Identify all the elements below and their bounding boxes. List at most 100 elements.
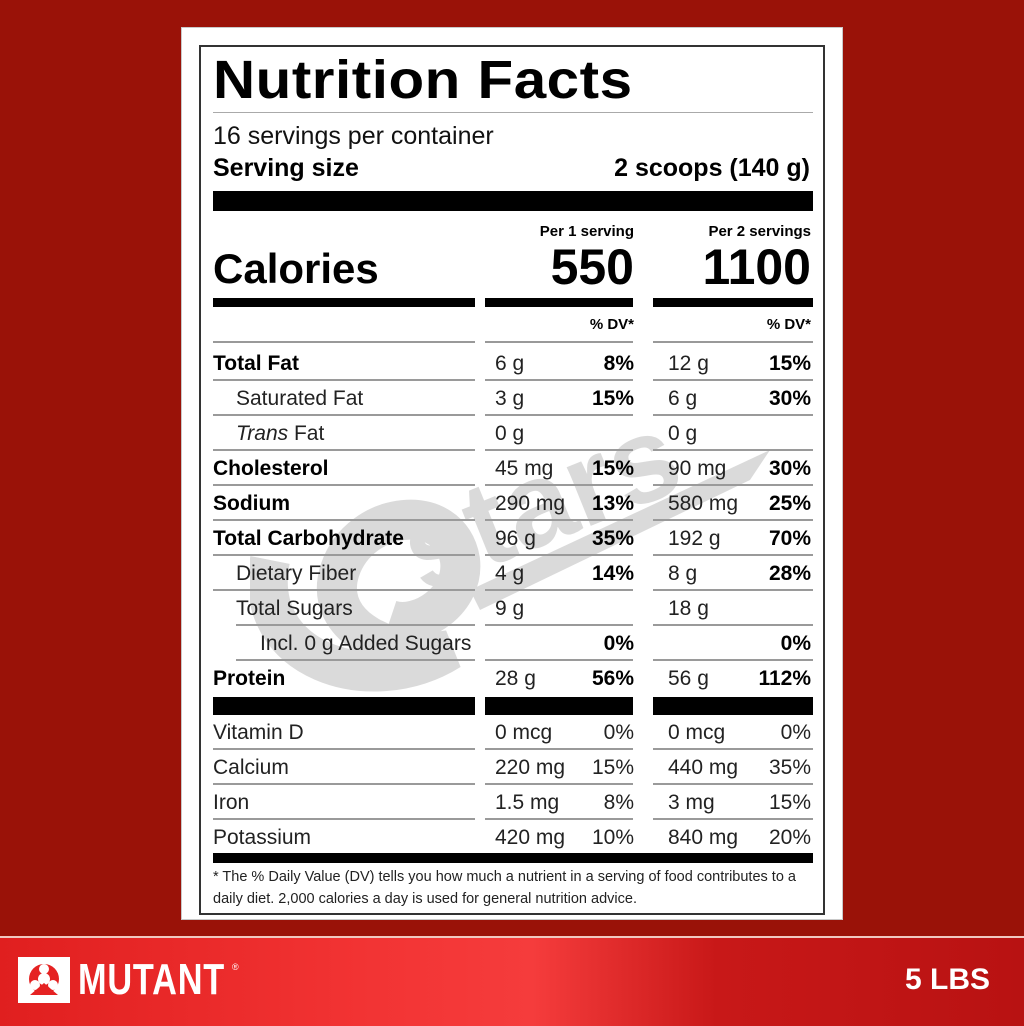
row-divider (653, 783, 813, 785)
divider (485, 341, 633, 343)
amount-per-1-serving: 1.5 mg (495, 791, 560, 814)
nutrient-name: Trans Fat (236, 416, 324, 451)
amount-per-1-serving: 220 mg (495, 756, 566, 779)
row-divider (213, 484, 475, 486)
dv-per-2-servings: 0% (780, 721, 811, 744)
thick-divider (213, 191, 813, 211)
amount-per-1-serving: 28 g (495, 667, 536, 690)
amount-per-2-servings: 440 mg (668, 756, 739, 779)
nutrient-name-italic: Trans (236, 422, 289, 445)
row-divider (653, 484, 813, 486)
nutrient-row: Incl. 0 g Added Sugars 0% 0% (0, 626, 1024, 661)
thick-divider (485, 697, 633, 715)
calories-label: Calories (213, 245, 379, 292)
amount-per-1-serving: 290 mg (495, 492, 566, 515)
dv-per-1-serving: 15% (591, 387, 634, 410)
row-divider (485, 748, 633, 750)
nutrient-row: Cholesterol 45 mg 15% 90 mg 30% (0, 451, 1024, 486)
vitamin-name: Iron (213, 791, 250, 814)
divider (653, 341, 813, 343)
brand-logo: MUTANT (16, 955, 266, 1005)
servings-per-container: 16 servings per container (213, 122, 494, 150)
amount-per-1-serving: 96 g (495, 527, 536, 550)
amount-per-2-servings: 0 mcg (668, 721, 726, 744)
column-heading-per-2-servings: Per 2 servings (708, 223, 811, 240)
vitamin-name: Calcium (213, 756, 289, 779)
amount-per-2-servings: 0 g (668, 422, 698, 445)
amount-per-1-serving: 9 g (495, 597, 525, 620)
vitamin-row: Potassium 420 mg 10% 840 mg 20% (0, 820, 1024, 855)
amount-per-1-serving: 420 mg (495, 826, 566, 849)
row-divider (236, 624, 475, 626)
amount-per-2-servings: 3 mg (668, 791, 715, 814)
dv-per-1-serving: 10% (591, 826, 634, 849)
row-divider (653, 818, 813, 820)
dv-per-1-serving: 13% (591, 492, 634, 515)
serving-size-value: 2 scoops (140 g) (614, 154, 810, 182)
row-divider (485, 379, 633, 381)
vitamin-row: Vitamin D 0 mcg 0% 0 mcg 0% (0, 715, 1024, 750)
row-divider (653, 748, 813, 750)
nutrient-name: Saturated Fat (236, 387, 364, 410)
row-divider (485, 554, 633, 556)
dv-per-2-servings: 25% (768, 492, 811, 515)
calories-per-1-serving: 550 (550, 239, 634, 295)
dv-per-1-serving: 8% (603, 791, 634, 814)
thick-divider (213, 853, 813, 863)
biohazard-icon (18, 957, 70, 1003)
dv-per-2-servings: 15% (768, 352, 811, 375)
amount-per-1-serving: 0 g (495, 422, 525, 445)
row-divider (213, 748, 475, 750)
label-title: Nutrition Facts (213, 50, 633, 110)
nutrient-row: Dietary Fiber 4 g 14% 8 g 28% (0, 556, 1024, 591)
row-divider (485, 414, 633, 416)
row-divider (485, 519, 633, 521)
amount-per-2-servings: 580 mg (668, 492, 739, 515)
row-divider (213, 379, 475, 381)
row-divider (653, 659, 813, 661)
nutrient-row: Saturated Fat 3 g 15% 6 g 30% (0, 381, 1024, 416)
dv-heading-col2: % DV* (766, 316, 811, 333)
divider (213, 112, 813, 113)
dv-per-1-serving: 0% (603, 632, 634, 655)
registered-mark: ® (232, 962, 239, 972)
amount-per-2-servings: 840 mg (668, 826, 739, 849)
dv-per-1-serving: 14% (591, 562, 634, 585)
brand-banner (0, 936, 1024, 1026)
amount-per-2-servings: 12 g (668, 352, 709, 375)
dv-per-1-serving: 8% (603, 352, 634, 375)
amount-per-2-servings: 90 mg (668, 457, 727, 480)
row-divider (485, 449, 633, 451)
dv-per-1-serving: 35% (591, 527, 634, 550)
dv-heading-col1: % DV* (589, 316, 634, 333)
row-divider (653, 519, 813, 521)
amount-per-1-serving: 45 mg (495, 457, 554, 480)
calories-per-2-servings: 1100 (702, 239, 811, 295)
dv-per-2-servings: 30% (768, 387, 811, 410)
column-heading-per-1-serving: Per 1 serving (539, 223, 634, 240)
vitamin-name: Vitamin D (213, 721, 304, 744)
amount-per-1-serving: 3 g (495, 387, 525, 410)
vitamin-row: Calcium 220 mg 15% 440 mg 35% (0, 750, 1024, 785)
amount-per-1-serving: 4 g (495, 562, 525, 585)
dv-per-1-serving: 15% (591, 756, 634, 779)
thick-divider (485, 298, 633, 307)
serving-size-label: Serving size (213, 154, 359, 182)
row-divider (485, 589, 633, 591)
row-divider (485, 818, 633, 820)
row-divider (213, 589, 475, 591)
dv-per-2-servings: 15% (768, 791, 811, 814)
amount-per-1-serving: 6 g (495, 352, 525, 375)
dv-per-2-servings: 0% (780, 632, 811, 655)
row-divider (653, 414, 813, 416)
dv-per-2-servings: 20% (768, 826, 811, 849)
nutrient-name: Total Carbohydrate (213, 527, 404, 550)
dv-per-2-servings: 112% (758, 667, 811, 690)
nutrient-name: Sodium (213, 492, 290, 515)
row-divider (213, 818, 475, 820)
thick-divider (213, 697, 475, 715)
nutrient-row: Total Carbohydrate 96 g 35% 192 g 70% (0, 521, 1024, 556)
nutrient-row: Trans Fat 0 g 0 g (0, 416, 1024, 451)
amount-per-2-servings: 8 g (668, 562, 698, 585)
dv-per-1-serving: 56% (591, 667, 634, 690)
